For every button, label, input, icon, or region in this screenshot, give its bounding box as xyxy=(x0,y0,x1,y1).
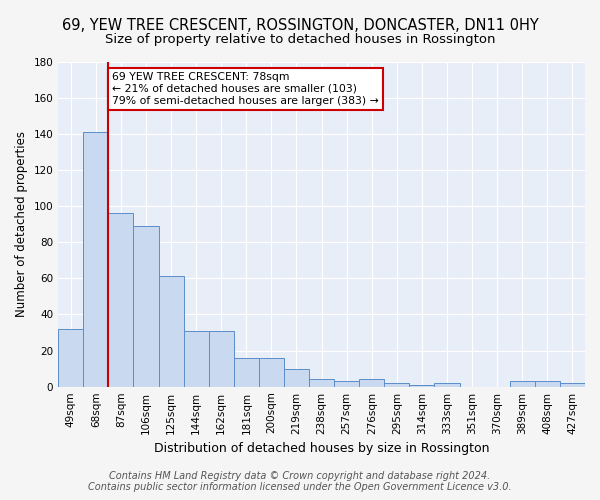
Bar xyxy=(560,383,585,386)
Bar xyxy=(83,132,109,386)
Bar xyxy=(284,368,309,386)
Bar xyxy=(334,382,359,386)
Text: Contains HM Land Registry data © Crown copyright and database right 2024.
Contai: Contains HM Land Registry data © Crown c… xyxy=(88,471,512,492)
Bar xyxy=(359,380,385,386)
Bar xyxy=(109,214,133,386)
Bar xyxy=(133,226,158,386)
Text: Size of property relative to detached houses in Rossington: Size of property relative to detached ho… xyxy=(105,32,495,46)
Text: 69 YEW TREE CRESCENT: 78sqm
← 21% of detached houses are smaller (103)
79% of se: 69 YEW TREE CRESCENT: 78sqm ← 21% of det… xyxy=(112,72,379,106)
Bar xyxy=(184,330,209,386)
Bar xyxy=(434,383,460,386)
Bar xyxy=(385,383,409,386)
Bar xyxy=(409,385,434,386)
Bar xyxy=(234,358,259,386)
Bar xyxy=(58,329,83,386)
Text: 69, YEW TREE CRESCENT, ROSSINGTON, DONCASTER, DN11 0HY: 69, YEW TREE CRESCENT, ROSSINGTON, DONCA… xyxy=(62,18,538,32)
Y-axis label: Number of detached properties: Number of detached properties xyxy=(15,131,28,317)
X-axis label: Distribution of detached houses by size in Rossington: Distribution of detached houses by size … xyxy=(154,442,490,455)
Bar xyxy=(535,382,560,386)
Bar xyxy=(510,382,535,386)
Bar xyxy=(259,358,284,386)
Bar xyxy=(209,330,234,386)
Bar xyxy=(309,380,334,386)
Bar xyxy=(158,276,184,386)
